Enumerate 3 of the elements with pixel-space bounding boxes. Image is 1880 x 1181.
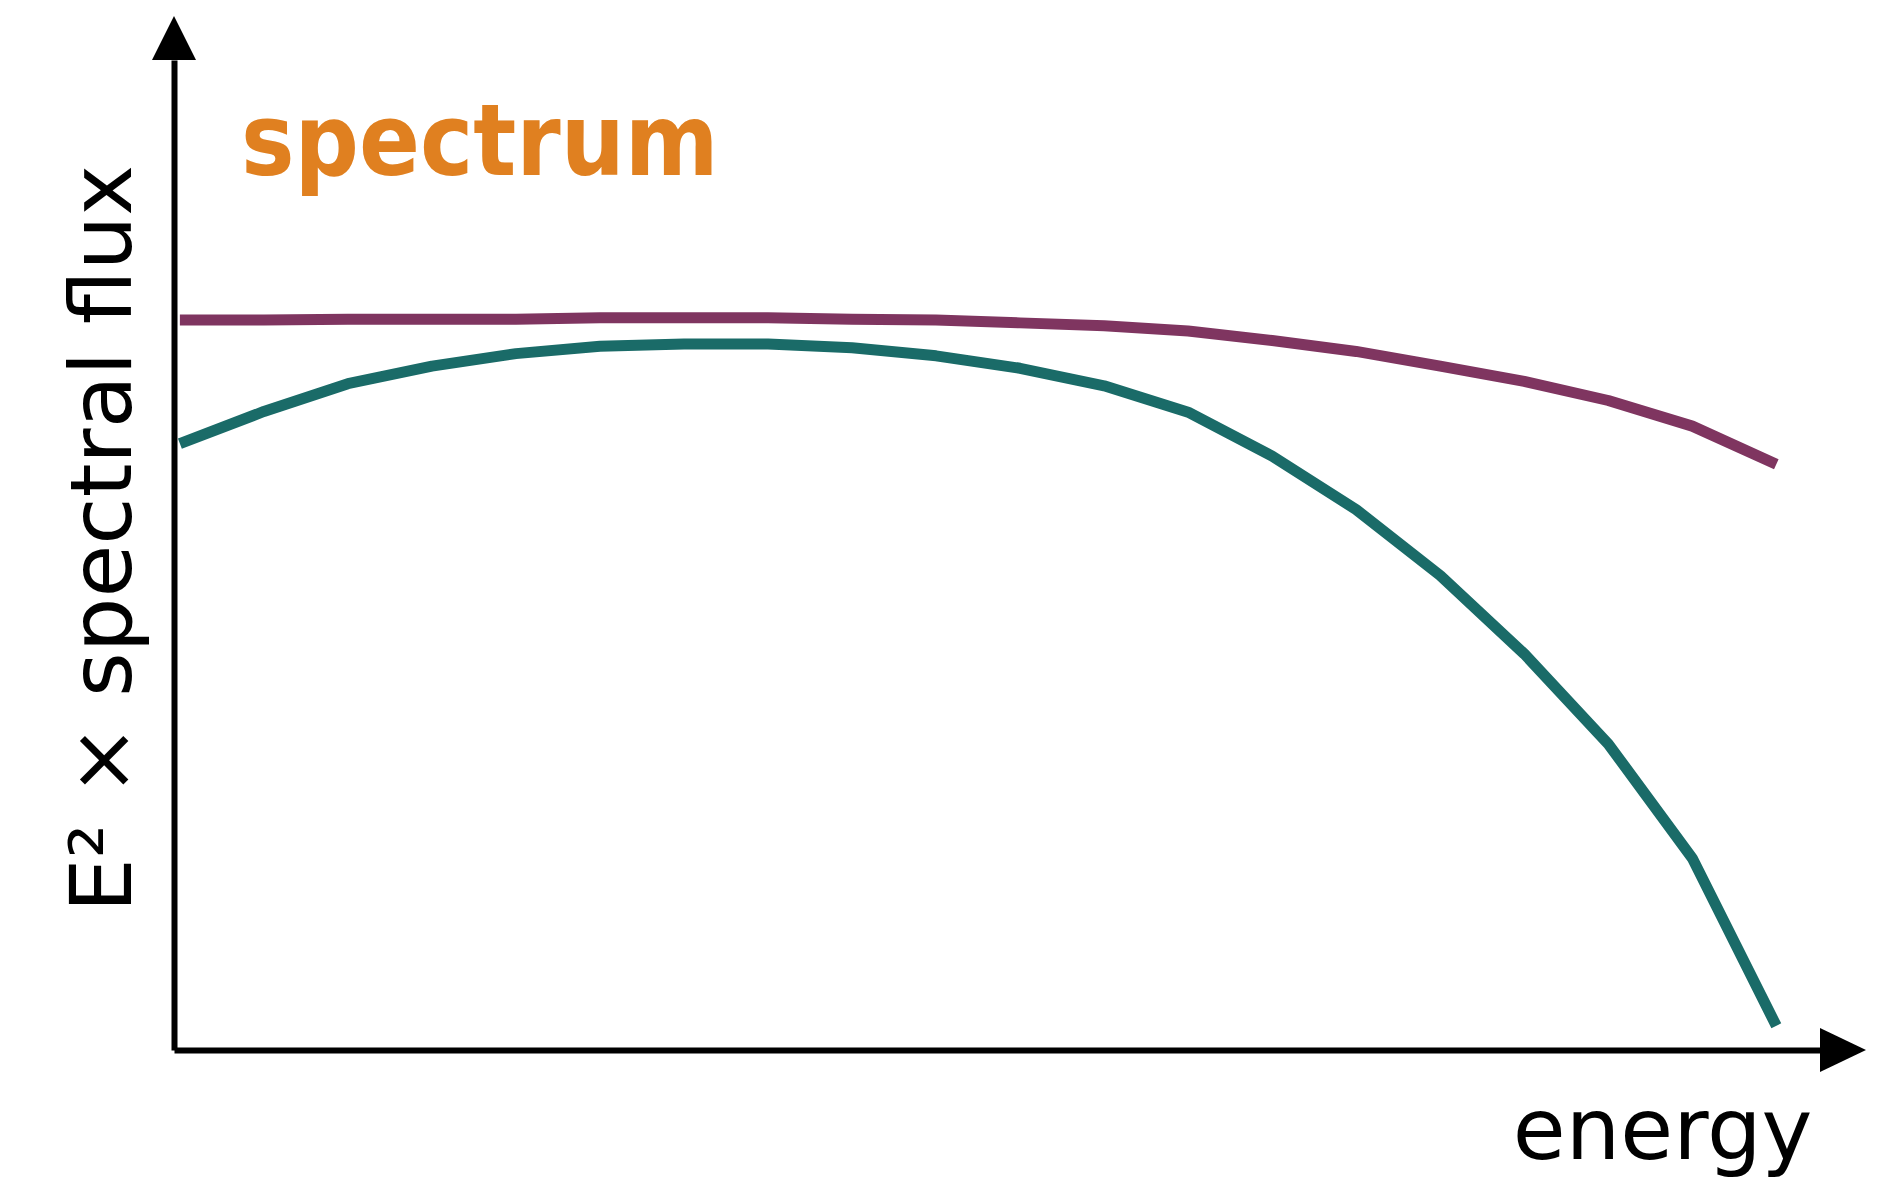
x-axis-title: energy xyxy=(1512,1078,1813,1179)
chart-title: spectrum xyxy=(241,82,719,199)
y-axis-title: E² × spectral flux xyxy=(50,164,151,913)
